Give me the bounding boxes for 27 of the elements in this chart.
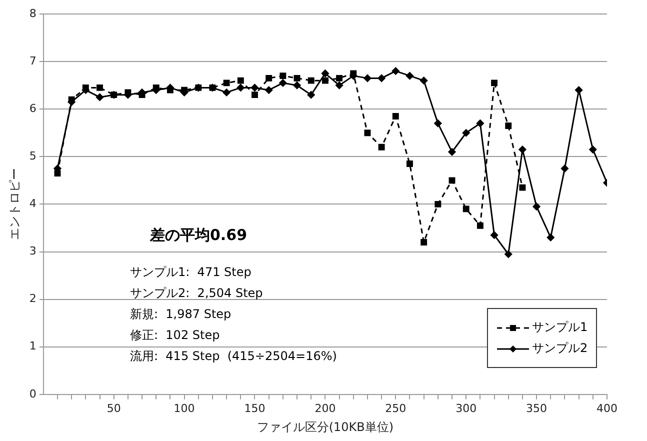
y-tick-label: 6 [29, 102, 36, 115]
y-tick-label: 5 [29, 150, 36, 163]
annotation: 新規: 1,987 Step [130, 306, 232, 323]
annotation: サンプル2: 2,504 Step [130, 285, 264, 302]
legend-label: サンプル2 [532, 340, 588, 357]
annotation: サンプル1: 471 Step [130, 264, 252, 281]
y-tick-label: 4 [29, 197, 36, 210]
annotation: 流用: 415 Step (415÷2504=16%) [130, 348, 337, 365]
x-tick-label: 100 [174, 402, 195, 415]
y-tick-label: 3 [29, 244, 36, 258]
legend-label: サンプル1 [532, 319, 588, 336]
x-axis-title: ファイル区分(10KB単位) [256, 420, 394, 434]
x-tick-label: 50 [106, 402, 121, 415]
annotation: 差の平均0.69 [150, 226, 248, 245]
y-tick-label: 1 [29, 340, 36, 353]
y-tick-label: 2 [29, 292, 36, 306]
x-tick-label: 200 [314, 402, 336, 415]
x-tick-label: 150 [244, 402, 266, 415]
x-tick-label: 250 [385, 402, 406, 415]
y-tick-label: 7 [29, 54, 36, 68]
x-tick-label: 400 [596, 402, 618, 415]
x-tick-label: 350 [526, 402, 548, 415]
y-tick-label: 0 [29, 387, 36, 400]
y-axis-title: エントロピー [7, 168, 22, 240]
y-tick-label: 8 [29, 6, 36, 20]
x-tick-label: 300 [456, 402, 477, 415]
annotation: 修正: 102 Step [130, 327, 221, 344]
